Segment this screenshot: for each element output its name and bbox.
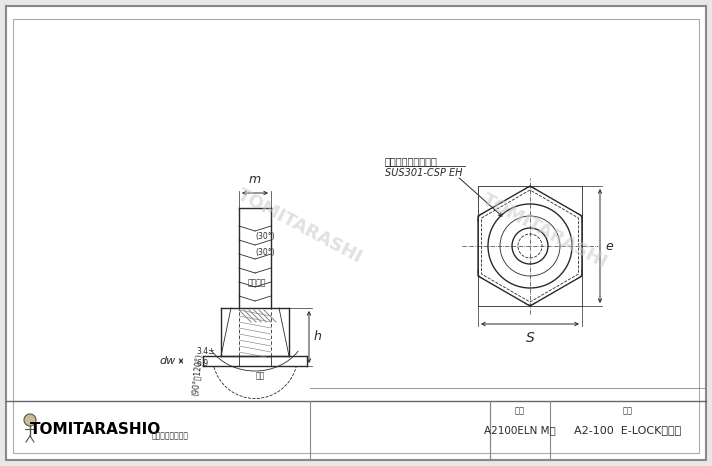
Text: TOMITARASHI: TOMITARASHI — [479, 191, 611, 272]
Text: ねじ深さ: ねじ深さ — [248, 279, 266, 288]
Circle shape — [24, 414, 36, 426]
Text: 富田螺子株式会社: 富田螺子株式会社 — [152, 432, 189, 440]
Text: (90°〜120°): (90°〜120°) — [191, 352, 204, 396]
Text: 3.4±: 3.4± — [197, 347, 215, 356]
Text: TOMITARASHI: TOMITARASHI — [234, 185, 366, 267]
Text: m: m — [249, 173, 261, 186]
Text: (30°): (30°) — [255, 248, 275, 258]
Text: dw: dw — [159, 356, 176, 366]
Text: A2100ELN M径: A2100ELN M径 — [484, 425, 556, 435]
Text: TOMITARASHIO: TOMITARASHIO — [29, 423, 161, 438]
Text: 座面: 座面 — [256, 371, 265, 381]
Text: e: e — [605, 240, 613, 253]
Text: A2-100  E-LOCKナット: A2-100 E-LOCKナット — [575, 425, 681, 435]
Text: (30°): (30°) — [255, 232, 275, 240]
Text: 6.9: 6.9 — [197, 358, 209, 368]
Text: SUS301-CSP EH: SUS301-CSP EH — [385, 168, 463, 178]
Text: S: S — [525, 331, 535, 345]
Text: 品名: 品名 — [623, 406, 633, 415]
Text: 型番: 型番 — [515, 406, 525, 415]
Text: h: h — [314, 330, 322, 343]
Text: フリクションリング: フリクションリング — [385, 156, 438, 166]
